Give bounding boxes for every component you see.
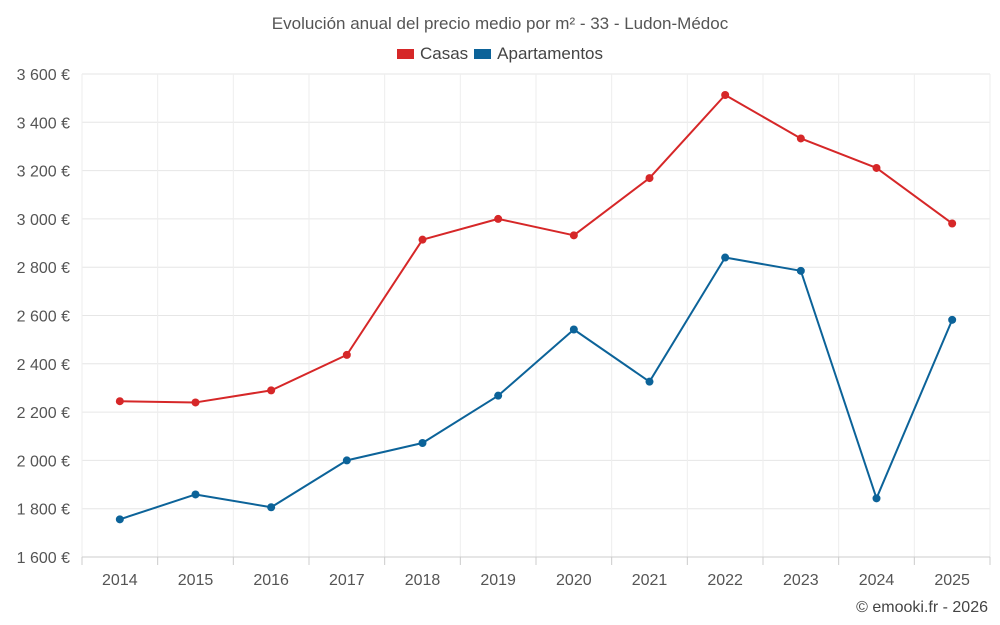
x-tick-label: 2025 [934, 572, 970, 589]
chart-title: Evolución anual del precio medio por m² … [271, 14, 729, 33]
x-tick-label: 2018 [405, 572, 441, 589]
x-tick-label: 2015 [178, 572, 214, 589]
y-tick-label: 1 600 € [17, 550, 70, 567]
data-point-casas [115, 397, 124, 406]
data-point-casas [796, 134, 805, 143]
y-tick-label: 2 600 € [17, 309, 70, 326]
data-point-casas [267, 386, 276, 395]
data-point-apartamentos [645, 377, 654, 386]
data-point-apartamentos [721, 253, 730, 262]
series-line-casas [119, 94, 953, 404]
x-tick-label: 2019 [480, 572, 516, 589]
data-point-casas [342, 350, 351, 359]
y-tick-label: 3 200 € [17, 164, 70, 181]
credit-text: © emooki.fr - 2026 [856, 599, 988, 616]
x-tick-label: 2014 [102, 572, 138, 589]
y-tick-label: 3 000 € [17, 212, 70, 229]
data-point-apartamentos [948, 315, 957, 324]
data-point-apartamentos [267, 503, 276, 512]
x-tick-label: 2017 [329, 572, 365, 589]
data-point-casas [191, 398, 200, 407]
y-tick-label: 2 000 € [17, 453, 70, 470]
y-tick-label: 2 800 € [17, 260, 70, 277]
y-tick-label: 3 400 € [17, 115, 70, 132]
x-tick-label: 2024 [859, 572, 895, 589]
legend-item-apartamentos[interactable]: Apartamentos [474, 44, 603, 64]
data-point-apartamentos [115, 515, 124, 524]
data-point-apartamentos [872, 494, 881, 503]
data-point-casas [418, 235, 427, 244]
data-point-casas [872, 163, 881, 172]
legend-swatch-apartamentos [474, 49, 492, 59]
data-point-apartamentos [418, 439, 427, 448]
legend-item-casas[interactable]: Casas [396, 44, 469, 64]
data-point-apartamentos [494, 391, 503, 400]
series-line-apartamentos [119, 256, 954, 521]
data-point-apartamentos [796, 266, 805, 275]
x-tick-label: 2021 [632, 572, 668, 589]
data-point-apartamentos [342, 456, 351, 465]
data-point-casas [948, 219, 957, 228]
y-tick-label: 2 400 € [17, 357, 70, 374]
x-tick-label: 2020 [556, 572, 592, 589]
y-tick-label: 3 600 € [17, 67, 70, 84]
x-tick-label: 2016 [253, 572, 289, 589]
legend-label-apartamentos: Apartamentos [497, 44, 604, 63]
data-point-casas [721, 91, 730, 100]
legend-swatch-casas [396, 49, 414, 59]
data-point-casas [494, 214, 503, 223]
data-point-apartamentos [191, 490, 200, 499]
x-tick-label: 2022 [707, 572, 743, 589]
x-tick-label: 2023 [783, 572, 819, 589]
legend: Casas Apartamentos [0, 44, 1000, 64]
legend-label-casas: Casas [419, 44, 469, 63]
data-point-apartamentos [569, 325, 578, 334]
data-point-casas [569, 231, 578, 240]
y-tick-label: 1 800 € [17, 502, 70, 519]
data-point-casas [645, 174, 654, 183]
y-tick-label: 2 200 € [17, 405, 70, 422]
